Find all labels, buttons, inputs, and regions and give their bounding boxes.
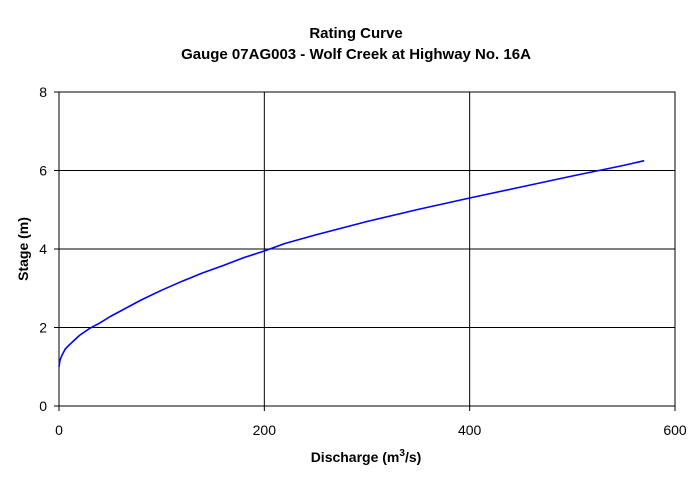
chart-subtitle: Gauge 07AG003 - Wolf Creek at Highway No… [181, 46, 531, 63]
x-axis-label-sup: 3 [399, 448, 405, 459]
y-tick-label: 2 [39, 320, 47, 336]
x-axis-label-tail: /s) [405, 449, 421, 465]
x-tick-label: 0 [55, 422, 63, 438]
x-tick-label: 600 [663, 422, 687, 438]
y-tick-label: 0 [39, 398, 47, 414]
y-tick-label: 6 [39, 163, 47, 179]
y-tick-label: 4 [39, 241, 47, 257]
y-axis-label: Stage (m) [15, 217, 31, 281]
chart-title: Rating Curve [309, 25, 402, 42]
x-axis-label-main: Discharge (m [311, 449, 400, 465]
series-line [58, 159, 645, 367]
x-axis-label: Discharge (m3/s) [311, 448, 422, 465]
y-tick-label: 8 [39, 84, 47, 100]
x-tick-label: 400 [458, 422, 482, 438]
series-layer [58, 159, 645, 367]
axis-ticks: 0 200 400 600 0 2 4 6 8 [39, 84, 687, 438]
gridlines [59, 92, 675, 406]
x-tick-label: 200 [253, 422, 277, 438]
